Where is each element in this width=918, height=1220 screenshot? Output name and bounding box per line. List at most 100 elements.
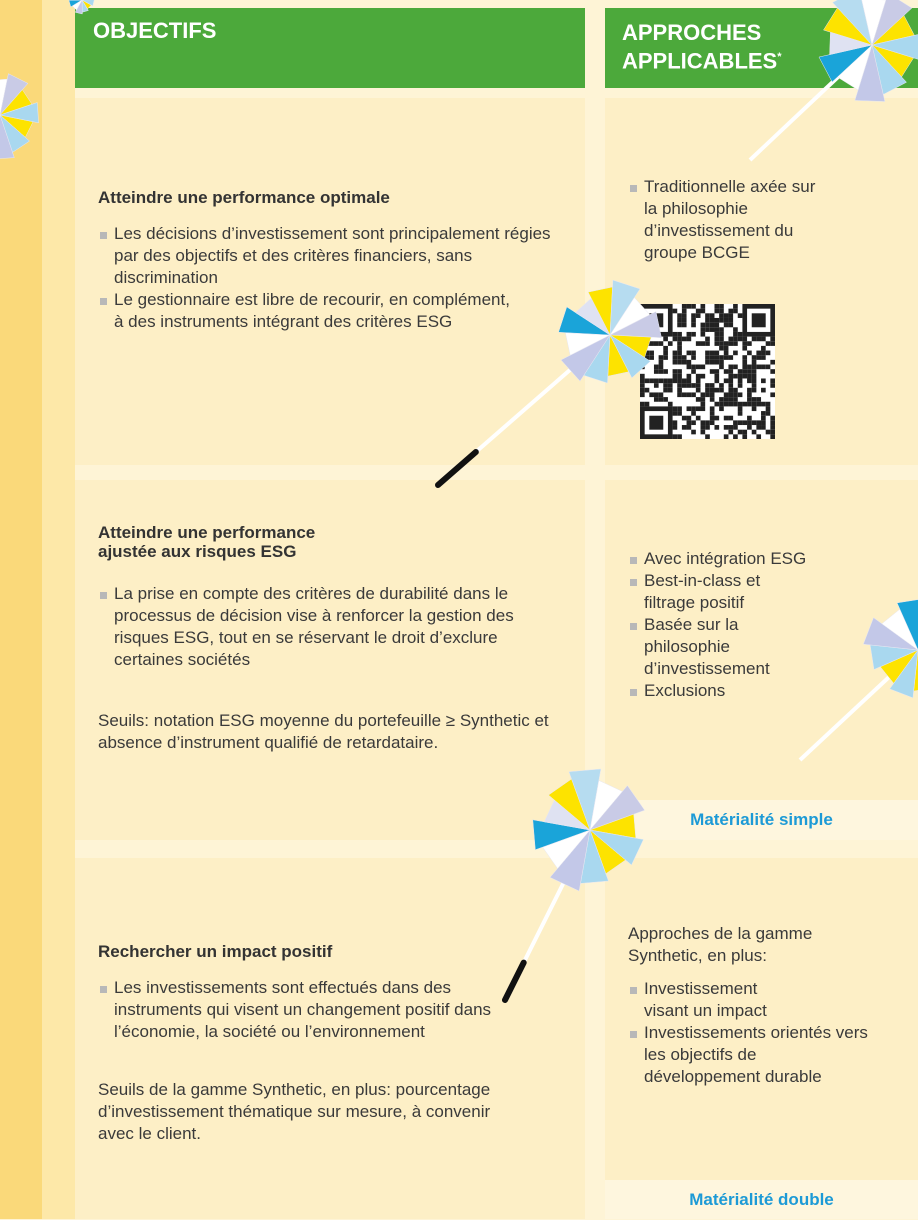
- bullet: Basée sur la philosophie d’investissemen…: [628, 614, 788, 680]
- qr-cell: [687, 406, 692, 411]
- qr-cell: [742, 365, 747, 370]
- qr-cell: [719, 360, 724, 365]
- side-strip: [0, 0, 42, 1219]
- qr-cell: [728, 318, 733, 323]
- qr-cell: [677, 323, 682, 328]
- qr-cell: [738, 411, 743, 416]
- qr-cell: [728, 313, 733, 318]
- qr-cell: [705, 323, 710, 328]
- note: Seuils: notation ESG moyenne du portefeu…: [98, 710, 568, 754]
- qr-cell: [701, 341, 706, 346]
- qr-cell: [738, 430, 743, 435]
- qr-cell: [742, 430, 747, 435]
- qr-cell: [724, 355, 729, 360]
- qr-cell: [682, 392, 687, 397]
- qr-cell: [724, 392, 729, 397]
- bullet-list: Investissement visant un impact Investis…: [628, 978, 868, 1088]
- qr-cell: [640, 383, 645, 388]
- qr-cell: [691, 365, 696, 370]
- side-strip: [42, 0, 75, 1219]
- qr-cell: [701, 309, 706, 314]
- approach-box: Traditionnelle axée sur la philosophie d…: [605, 98, 918, 465]
- qr-cell: [724, 425, 729, 430]
- qr-cell: [691, 355, 696, 360]
- qr-cell: [728, 383, 733, 388]
- qr-cell: [752, 397, 757, 402]
- qr-cell: [710, 318, 715, 323]
- qr-cell: [696, 309, 701, 314]
- qr-cell: [691, 332, 696, 337]
- qr-cell: [714, 304, 719, 309]
- qr-cell: [691, 369, 696, 374]
- qr-cell: [714, 318, 719, 323]
- qr-cell: [696, 374, 701, 379]
- qr-cell: [761, 420, 766, 425]
- qr-cell: [761, 402, 766, 407]
- qr-cell: [770, 369, 775, 374]
- qr-cell: [724, 369, 729, 374]
- qr-cell: [668, 341, 673, 346]
- qr-cell: [649, 378, 654, 383]
- qr-cell: [724, 351, 729, 356]
- qr-cell: [659, 355, 664, 360]
- qr-cell: [766, 402, 771, 407]
- qr-cell: [677, 341, 682, 346]
- qr-cell: [677, 388, 682, 393]
- materiality-label: Matérialité simple: [605, 800, 918, 840]
- qr-cell: [747, 397, 752, 402]
- qr-cell: [673, 369, 678, 374]
- qr-cell: [719, 304, 724, 309]
- qr-cell: [719, 327, 724, 332]
- bullet: Les investissements sont effectués dans …: [98, 977, 538, 1043]
- qr-cell: [747, 369, 752, 374]
- qr-cell: [677, 337, 682, 342]
- qr-cell: [677, 411, 682, 416]
- qr-cell: [719, 318, 724, 323]
- qr-cell: [756, 434, 761, 439]
- qr-cell: [659, 365, 664, 370]
- qr-cell: [673, 309, 678, 314]
- qr-cell: [663, 369, 668, 374]
- qr-cell: [770, 337, 775, 342]
- objective-title: Atteindre une performance optimale: [98, 188, 390, 207]
- qr-cell: [705, 388, 710, 393]
- qr-cell: [677, 374, 682, 379]
- qr-cell: [705, 327, 710, 332]
- qr-cell: [687, 374, 692, 379]
- bullet: Traditionnelle axée sur la philosophie d…: [628, 176, 828, 264]
- qr-cell: [733, 402, 738, 407]
- qr-cell: [645, 402, 650, 407]
- qr-cell: [714, 337, 719, 342]
- qr-cell: [752, 383, 757, 388]
- qr-cell: [738, 402, 743, 407]
- qr-cell: [719, 397, 724, 402]
- qr-cell: [710, 313, 715, 318]
- qr-cell: [673, 378, 678, 383]
- qr-cell: [701, 402, 706, 407]
- qr-cell: [705, 360, 710, 365]
- qr-cell: [677, 355, 682, 360]
- qr-cell: [742, 369, 747, 374]
- qr-cell: [766, 365, 771, 370]
- qr-cell: [673, 360, 678, 365]
- qr-cell: [714, 341, 719, 346]
- qr-cell: [659, 360, 664, 365]
- qr-cell: [705, 420, 710, 425]
- qr-cell: [719, 341, 724, 346]
- qr-cell: [640, 341, 645, 346]
- qr-cell: [719, 332, 724, 337]
- qr-cell: [756, 351, 761, 356]
- qr-cell: [752, 406, 757, 411]
- qr-cell: [677, 406, 682, 411]
- qr-cell: [733, 337, 738, 342]
- qr-cell: [724, 397, 729, 402]
- qr-cell: [733, 374, 738, 379]
- qr-cell: [761, 388, 766, 393]
- qr-cell: [677, 360, 682, 365]
- qr-cell: [705, 434, 710, 439]
- qr-cell: [701, 332, 706, 337]
- qr-cell: [714, 369, 719, 374]
- qr-cell: [677, 434, 682, 439]
- qr-cell: [752, 365, 757, 370]
- qr-cell: [724, 402, 729, 407]
